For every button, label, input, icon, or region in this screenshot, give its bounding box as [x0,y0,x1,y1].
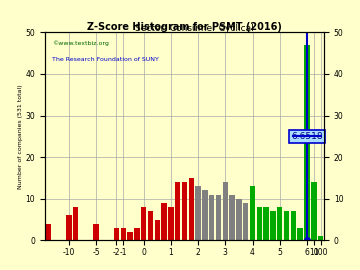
Bar [270,211,276,240]
Bar [216,195,221,240]
Bar [141,207,147,240]
Bar [195,186,201,240]
Bar [161,203,167,240]
Bar [257,207,262,240]
Bar [222,182,228,240]
Title: Z-Score Histogram for PSMT (2016): Z-Score Histogram for PSMT (2016) [87,22,282,32]
Bar [209,195,215,240]
Bar [189,178,194,240]
Bar [264,207,269,240]
Bar [121,228,126,240]
Bar [202,190,208,240]
Bar [73,207,78,240]
Text: Sector: Consumer Cyclical: Sector: Consumer Cyclical [135,24,254,33]
Bar [175,182,180,240]
Bar [46,224,51,240]
Bar [154,220,160,240]
Bar [250,186,255,240]
Text: The Research Foundation of SUNY: The Research Foundation of SUNY [52,57,159,62]
Bar [168,207,174,240]
Bar [134,228,140,240]
Bar [229,195,235,240]
Bar [243,203,248,240]
Bar [66,215,72,240]
Bar [127,232,133,240]
Bar [114,228,119,240]
Text: ©www.textbiz.org: ©www.textbiz.org [52,41,109,46]
Bar [291,211,296,240]
Bar [148,211,153,240]
Text: 6.6518: 6.6518 [291,132,323,141]
Bar [297,228,303,240]
Bar [236,199,242,240]
Bar [277,207,283,240]
Bar [318,236,323,240]
Bar [304,45,310,240]
Bar [93,224,99,240]
Bar [311,182,316,240]
Bar [284,211,289,240]
Bar [182,182,187,240]
Y-axis label: Number of companies (531 total): Number of companies (531 total) [18,84,23,189]
